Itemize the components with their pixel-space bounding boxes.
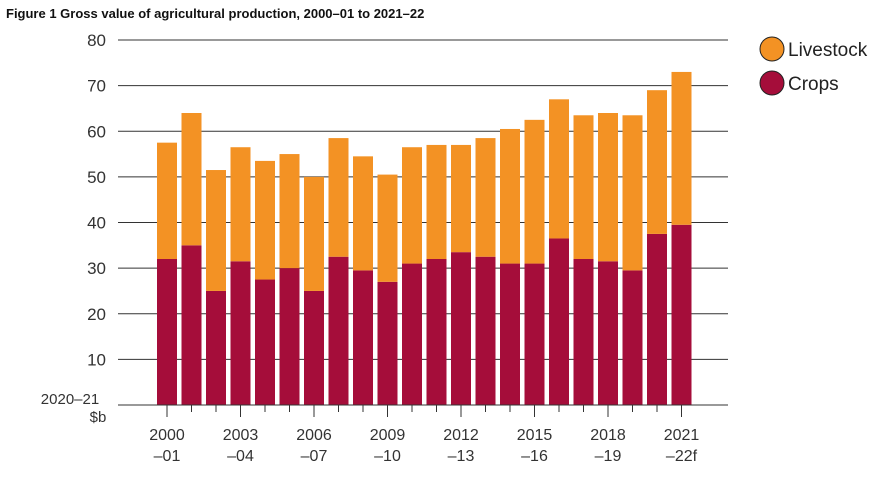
x-tick-label: 2006 <box>296 427 332 444</box>
bar-crops <box>353 270 373 405</box>
bar-crops <box>524 263 545 405</box>
bar-crops <box>598 261 618 405</box>
bar-crops <box>377 281 398 405</box>
y-tick-label: 10 <box>87 350 106 369</box>
x-tick-label-sub: –13 <box>448 448 475 465</box>
y-tick-label: 50 <box>87 168 106 187</box>
x-tick-label-sub: –01 <box>154 448 181 465</box>
y-axis-unit-line2: $b <box>90 409 107 426</box>
bar-crops <box>181 245 202 405</box>
y-tick-label: 70 <box>87 77 106 96</box>
y-tick-label: 60 <box>87 122 106 141</box>
bar-crops <box>622 270 643 405</box>
x-tick-label: 2012 <box>443 427 479 444</box>
x-tick-label: 2000 <box>149 427 185 444</box>
bar-livestock <box>622 115 643 271</box>
x-tick-label-sub: –07 <box>301 448 328 465</box>
x-tick-label-sub: –16 <box>521 448 548 465</box>
y-axis-unit-line1: 2020–21 <box>41 391 99 408</box>
legend-marker-livestock <box>759 36 785 62</box>
x-tick-label-sub: –19 <box>595 448 622 465</box>
bar-livestock <box>255 160 275 280</box>
bar-livestock <box>279 154 300 269</box>
bar-livestock <box>524 119 545 264</box>
bar-livestock <box>426 144 447 259</box>
x-tick-label-sub: –10 <box>374 448 401 465</box>
bar-livestock <box>230 147 251 262</box>
legend: Livestock Crops <box>759 36 868 96</box>
bar-crops <box>647 233 667 405</box>
y-tick-label: 80 <box>87 31 106 50</box>
bar-livestock <box>304 176 324 291</box>
bar-crops <box>573 259 594 405</box>
bar-livestock <box>573 115 594 259</box>
x-tick-label-sub: –22f <box>666 448 698 465</box>
bar-crops <box>328 256 349 405</box>
bar-crops <box>426 259 447 405</box>
bar-crops <box>157 259 177 405</box>
x-tick-label: 2018 <box>590 427 626 444</box>
bar-crops <box>206 290 226 405</box>
bar-livestock <box>157 142 177 259</box>
x-tick-label-sub: –04 <box>227 448 254 465</box>
legend-label-crops: Crops <box>788 74 839 95</box>
bar-crops <box>549 238 569 405</box>
bar-crops <box>402 263 422 405</box>
y-tick-label: 30 <box>87 259 106 278</box>
x-tick-label: 2015 <box>517 427 553 444</box>
bar-crops <box>671 224 692 405</box>
y-tick-label: 20 <box>87 305 106 324</box>
chart-title: Figure 1 Gross value of agricultural pro… <box>6 6 425 21</box>
bar-livestock <box>549 99 569 239</box>
bar-crops <box>451 252 471 405</box>
x-tick-label: 2021 <box>664 427 700 444</box>
bar-crops <box>475 256 496 405</box>
bar-livestock <box>353 156 373 271</box>
axes: 10 20 30 40 50 60 70 80 2000 –01 2003 –04 2006 –07 200… <box>87 31 728 465</box>
bar-livestock <box>475 138 496 257</box>
bar-crops <box>255 279 275 405</box>
bar-crops <box>230 261 251 405</box>
x-tick-label: 2003 <box>223 427 259 444</box>
legend-marker-crops <box>759 70 785 96</box>
bar-crops <box>304 290 324 405</box>
bar-livestock <box>500 128 520 264</box>
bar-livestock <box>402 147 422 264</box>
bar-livestock <box>328 138 349 257</box>
bar-livestock <box>451 144 471 253</box>
bar-livestock <box>647 90 667 234</box>
legend-label-livestock: Livestock <box>788 40 868 61</box>
bar-crops <box>500 263 520 405</box>
bar-livestock <box>671 71 692 225</box>
bar-livestock <box>206 170 226 291</box>
bar-livestock <box>181 113 202 246</box>
bars <box>157 71 692 405</box>
x-tick-label: 2009 <box>370 427 406 444</box>
bar-livestock <box>598 113 618 262</box>
bar-livestock <box>377 174 398 282</box>
y-tick-label: 40 <box>87 214 106 233</box>
bar-crops <box>279 268 300 405</box>
